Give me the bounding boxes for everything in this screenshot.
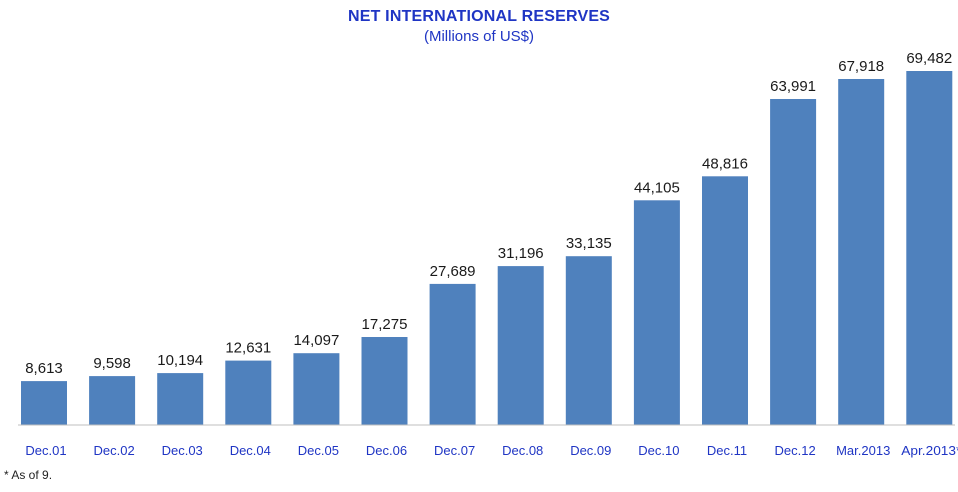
bar-value-label: 10,194 bbox=[157, 352, 203, 369]
x-tick-label: Dec.10 bbox=[638, 443, 679, 458]
bar-value-label: 67,918 bbox=[838, 58, 884, 75]
bar-value-label: 27,689 bbox=[430, 263, 476, 280]
bar bbox=[838, 79, 885, 425]
bar bbox=[497, 266, 544, 425]
bar-value-label: 9,598 bbox=[93, 355, 131, 372]
bar-value-label: 44,105 bbox=[634, 179, 680, 196]
bar bbox=[157, 373, 204, 425]
x-tick-label: Dec.08 bbox=[502, 443, 543, 458]
bar bbox=[293, 353, 340, 425]
bars-group bbox=[21, 71, 953, 425]
x-tick-label: Dec.12 bbox=[774, 443, 815, 458]
bar-value-label: 69,482 bbox=[906, 50, 952, 67]
x-tick-label: Apr.2013* bbox=[901, 443, 958, 458]
x-tick-label: Mar.2013 bbox=[836, 443, 890, 458]
tick-labels-group: Dec.01 Dec.02 Dec.03 Dec.04 Dec.05 Dec.06 Dec.… bbox=[25, 443, 958, 458]
x-tick-label: Dec.09 bbox=[570, 443, 611, 458]
bar bbox=[89, 376, 136, 425]
x-tick-label: Dec.02 bbox=[93, 443, 134, 458]
bar-value-label: 17,275 bbox=[362, 316, 408, 333]
footnote: * As of 9. bbox=[4, 468, 53, 482]
bar-value-label: 14,097 bbox=[293, 332, 339, 349]
bar-value-label: 48,816 bbox=[702, 155, 748, 172]
bar-value-label: 63,991 bbox=[770, 78, 816, 95]
bar-value-label: 8,613 bbox=[25, 360, 63, 377]
x-tick-label: Dec.04 bbox=[230, 443, 271, 458]
bar bbox=[770, 99, 817, 425]
bar-value-label: 33,135 bbox=[566, 235, 612, 252]
bar-value-label: 31,196 bbox=[498, 245, 544, 262]
bar bbox=[225, 360, 272, 425]
x-tick-label: Dec.07 bbox=[434, 443, 475, 458]
x-tick-label: Dec.01 bbox=[25, 443, 66, 458]
bar bbox=[906, 71, 953, 425]
value-labels-group: 8,613 9,598 10,194 12,631 14,097 17,275 27,689… bbox=[25, 50, 952, 377]
bar-value-label: 12,631 bbox=[225, 340, 271, 357]
bar bbox=[429, 283, 476, 425]
chart-title: NET INTERNATIONAL RESERVES bbox=[347, 8, 611, 25]
chart-subtitle: (Millions of US$) bbox=[423, 28, 535, 45]
bar bbox=[361, 337, 408, 425]
x-tick-label: Dec.03 bbox=[162, 443, 203, 458]
bar bbox=[702, 176, 748, 425]
x-tick-label: Dec.06 bbox=[366, 443, 407, 458]
bar bbox=[633, 200, 680, 425]
bar bbox=[21, 381, 67, 425]
x-tick-label: Dec.11 bbox=[707, 443, 747, 458]
bar bbox=[565, 256, 612, 425]
x-tick-label: Dec.05 bbox=[298, 443, 339, 458]
